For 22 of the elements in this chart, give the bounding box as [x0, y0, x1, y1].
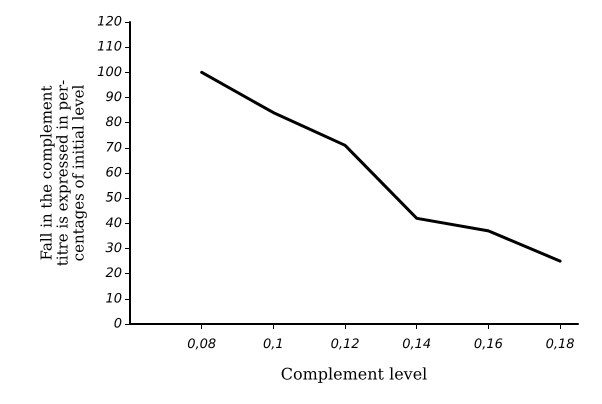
y-tick-label: 50 — [105, 190, 122, 206]
y-tick-label: 0 — [114, 316, 122, 332]
y-tick-label: 40 — [105, 216, 122, 231]
x-axis-title: Complement level — [280, 364, 428, 384]
y-tick-label: 80 — [105, 115, 122, 130]
line-series — [200, 70, 562, 263]
x-tick-label: 0,16 — [474, 337, 503, 352]
y-axis-title: Fall in the complement titre is expressed in per- centages of initial level — [37, 80, 88, 266]
y-tick-label: 120 — [97, 14, 122, 30]
x-tick-label: 0,1 — [263, 337, 284, 352]
y-tick-label: 10 — [105, 291, 122, 306]
y-tick-label: 90 — [105, 90, 122, 105]
x-tick-label: 0,14 — [402, 337, 432, 352]
x-tick-label: 0,12 — [330, 337, 360, 352]
x-tick-label: 0,08 — [187, 337, 216, 352]
y-tick-label: 60 — [105, 166, 122, 180]
y-tick-label: 100 — [97, 64, 122, 80]
y-tick-label: 70 — [105, 140, 122, 156]
y-tick-label: 30 — [105, 241, 122, 256]
y-tick-label: 20 — [105, 266, 122, 282]
x-tick-label: 0,18 — [546, 337, 575, 352]
y-tick-label: 110 — [97, 40, 122, 55]
